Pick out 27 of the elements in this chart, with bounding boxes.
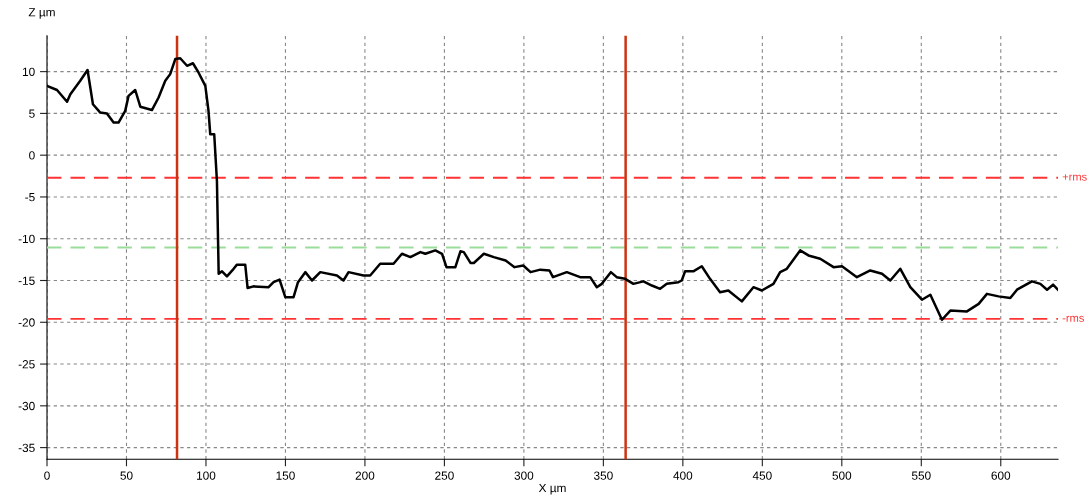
ref-line-label: -rms: [1062, 315, 1084, 322]
y-tick-label: 0: [29, 151, 35, 160]
x-tick-label: 150: [276, 471, 295, 480]
x-tick-label: 200: [355, 471, 375, 480]
y-tick-label: 5: [29, 109, 35, 118]
x-tick-label: 450: [752, 471, 772, 480]
x-tick-label: 550: [911, 471, 931, 480]
x-axis-title: X µm: [538, 483, 566, 495]
x-tick-label: 350: [593, 471, 613, 480]
x-tick-label: 300: [514, 471, 534, 480]
x-tick-label: 0: [44, 471, 50, 480]
y-tick-label: 10: [22, 67, 35, 77]
y-tick-label: -5: [25, 193, 35, 202]
x-tick-label: 400: [673, 471, 693, 480]
x-tick-label: 100: [197, 471, 216, 480]
y-tick-label: -20: [18, 318, 35, 327]
ref-line-label: +rms: [1062, 174, 1087, 181]
y-tick-label: -35: [18, 443, 35, 452]
y-tick-label: -30: [18, 401, 35, 411]
x-tick-label: 600: [991, 471, 1011, 480]
y-tick-label: -25: [18, 360, 35, 369]
x-tick-label: 250: [435, 471, 454, 480]
x-tick-label: 500: [832, 471, 852, 480]
y-tick-label: -10: [18, 234, 35, 244]
y-axis-title: Z µm: [28, 8, 55, 19]
x-tick-label: 50: [120, 471, 133, 480]
y-tick-label: -15: [18, 276, 35, 285]
